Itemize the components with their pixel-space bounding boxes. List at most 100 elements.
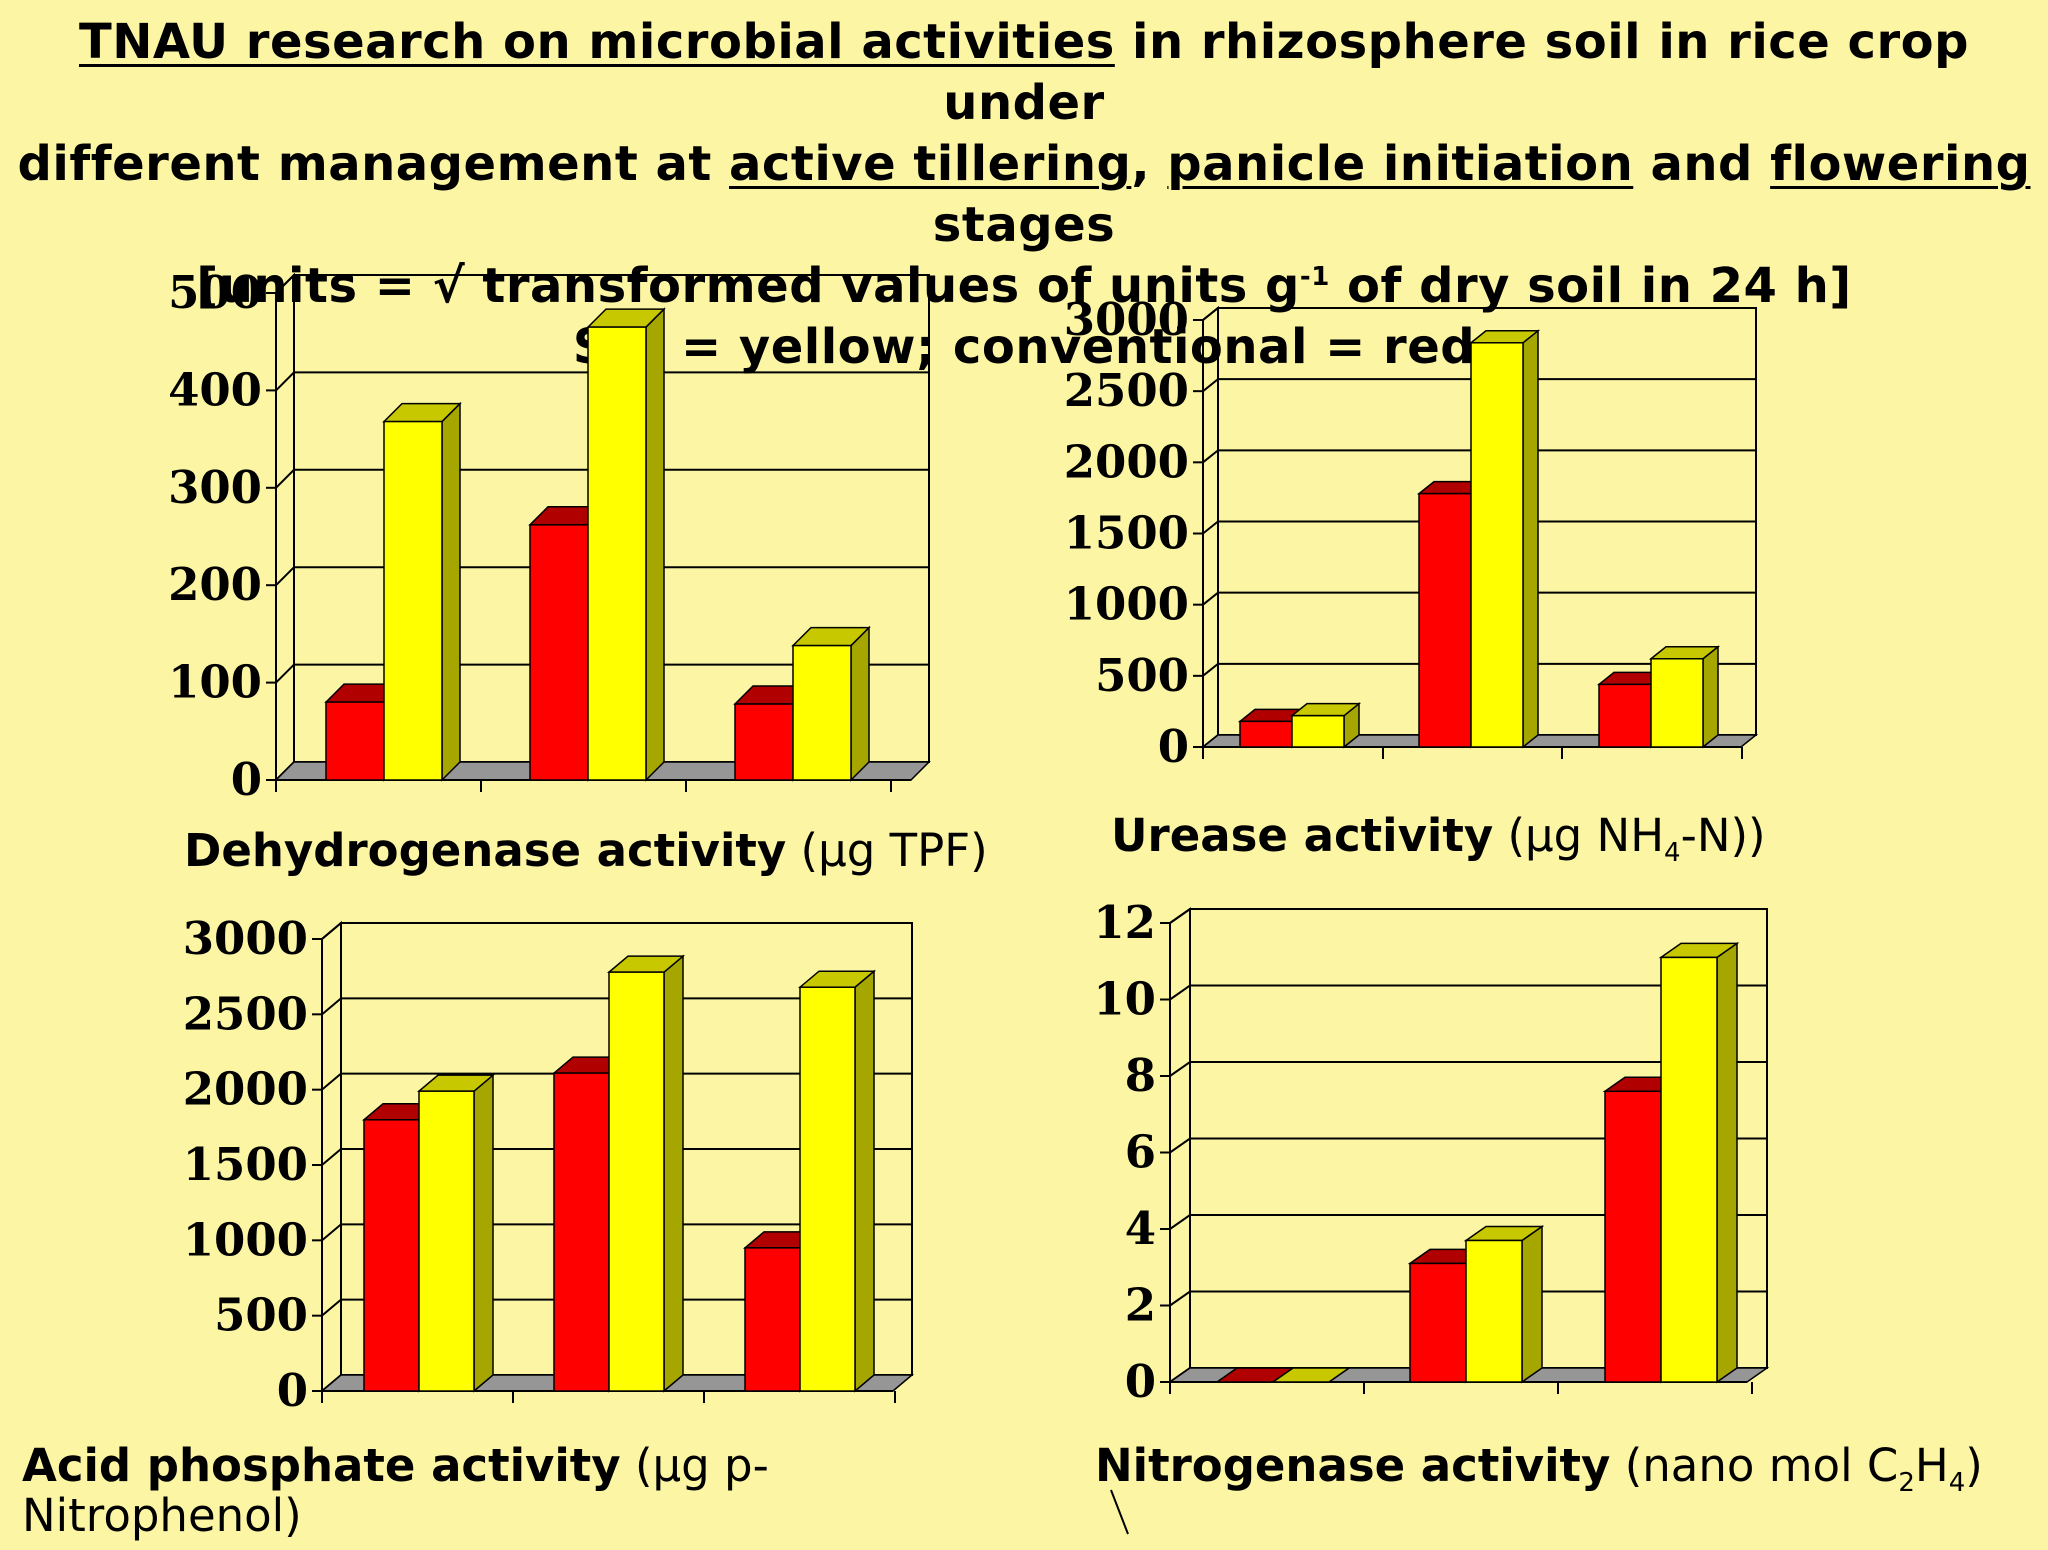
caption-units: (µg p- <box>620 1439 769 1492</box>
y-tick-label: 1000 <box>1064 578 1189 631</box>
caption-subscript: 4 <box>1664 838 1681 868</box>
stage-active-tillering: active tillering <box>729 136 1132 192</box>
gridline <box>275 663 929 684</box>
bar-front-face <box>1291 714 1345 748</box>
bar-yellow-2 <box>606 954 686 1393</box>
bar-yellow-2 <box>1463 1225 1545 1384</box>
caption-units-line-2: Nitrophenol) <box>22 1489 302 1542</box>
units-text: [units = √ transformed values of units g <box>196 258 1300 314</box>
bar-side-face <box>1716 941 1738 1384</box>
units-text-end: of dry soil in 24 h] <box>1329 258 1852 314</box>
gridline <box>1169 1290 1767 1307</box>
y-tick-label: 400 <box>168 363 262 416</box>
caption-units-end: ) <box>1965 1439 1983 1492</box>
caption-bold: Dehydrogenase activity <box>184 824 787 877</box>
bar-front-face <box>1470 342 1524 748</box>
bar-front-face <box>799 986 856 1392</box>
bar-front-face <box>1465 1239 1523 1383</box>
gridline <box>321 997 912 1016</box>
caption-bold: Acid phosphate activity <box>22 1439 621 1492</box>
bar-yellow-1 <box>1270 1367 1352 1383</box>
y-tick-label: 200 <box>168 558 262 611</box>
bar-yellow-1 <box>416 1073 496 1393</box>
bar-front-face <box>734 703 794 781</box>
bar-yellow-1 <box>382 401 462 782</box>
gridline <box>1169 908 1767 924</box>
bar-front-face <box>1239 720 1293 748</box>
bar-front-face <box>744 1247 801 1392</box>
bar-yellow-2 <box>586 307 666 782</box>
caption-units-end: -N)) <box>1680 809 1766 862</box>
caption-subscript: 2 <box>1898 1468 1915 1498</box>
bar-yellow-2 <box>1468 329 1541 749</box>
bar-front-face <box>1604 1090 1662 1383</box>
bar-front-face <box>1660 956 1718 1383</box>
title-underlined-phrase: TNAU research on microbial activities <box>79 14 1115 70</box>
gridline <box>321 1223 912 1242</box>
title-line-1: TNAU research on microbial activities in… <box>0 12 2048 134</box>
title-line-2: different management at active tillering… <box>0 134 2048 256</box>
title-line-3: [units = √ transformed values of units g… <box>0 256 2048 317</box>
title-line-2-text: different management at <box>17 136 730 192</box>
caption-units: (µg NH <box>1493 809 1665 862</box>
title-line-1-rest: in rhizosphere soil in rice crop under <box>943 14 1969 131</box>
y-tick-label: 2000 <box>183 1063 308 1116</box>
gridline <box>1169 1137 1767 1154</box>
y-tick-label: 1500 <box>183 1138 308 1191</box>
gridline <box>1169 1214 1767 1230</box>
bar-yellow-1 <box>1289 702 1362 749</box>
bar-yellow-3 <box>1658 941 1740 1384</box>
y-tick-label: 0 <box>231 753 262 806</box>
gridline <box>321 922 912 940</box>
bar-front-face <box>792 644 852 781</box>
gridline <box>275 274 929 294</box>
bar-front-face <box>1418 492 1472 748</box>
gridline <box>1202 378 1756 392</box>
bar-front-face <box>1409 1262 1467 1383</box>
caption-bold: Nitrogenase activity <box>1095 1439 1611 1492</box>
y-tick-label: 500 <box>214 1289 308 1342</box>
bar-front-face <box>383 420 443 781</box>
bar-front-face <box>529 524 589 781</box>
slide-title: TNAU research on microbial activities in… <box>0 12 2048 378</box>
y-tick-label: 1500 <box>1064 507 1189 560</box>
y-tick-label: 2000 <box>1064 435 1189 488</box>
y-tick-label: 12 <box>1093 896 1156 949</box>
y-tick-label: 100 <box>168 656 262 709</box>
y-tick-label: 3000 <box>183 912 308 965</box>
gridline <box>1202 520 1756 535</box>
caption-subscript: 4 <box>1948 1468 1966 1498</box>
gridline <box>1169 984 1767 1001</box>
bar-front-face <box>553 1072 610 1392</box>
stage-flowering: flowering <box>1770 136 2031 192</box>
dehydrogenase-caption: Dehydrogenase activity (µg TPF) <box>184 823 988 879</box>
y-tick-label: 0 <box>1125 1355 1156 1408</box>
y-tick-label: 2500 <box>183 987 308 1040</box>
bar-side-face <box>1521 1225 1543 1384</box>
title-line-4: SRI = yellow; conventional = red <box>572 319 1476 375</box>
y-tick-label: 2500 <box>1064 364 1189 417</box>
bar-yellow-3 <box>1648 645 1721 749</box>
bar-front-face <box>418 1090 475 1392</box>
bar-yellow-3 <box>797 969 877 1393</box>
title-line-2-end: stages <box>932 197 1116 253</box>
y-tick-label: 300 <box>168 461 262 514</box>
nitrogenase-caption: Nitrogenase activity (nano mol C2H4) <box>1095 1438 1983 1496</box>
gridline <box>1202 449 1756 464</box>
bar-front-face <box>1650 658 1704 748</box>
pointer-stroke-line <box>1110 1489 1129 1535</box>
bar-top-face <box>1270 1367 1352 1383</box>
gridline <box>321 1148 912 1166</box>
pointer-stroke <box>1110 1489 1129 1535</box>
y-tick-label: 8 <box>1125 1049 1156 1102</box>
gridline <box>1202 307 1756 321</box>
y-tick-label: 10 <box>1093 973 1156 1026</box>
caption-bold: Urease activity <box>1111 809 1494 862</box>
bar-front-face <box>608 971 665 1392</box>
y-tick-label: 500 <box>1095 649 1189 702</box>
bar-front-face <box>325 701 385 781</box>
